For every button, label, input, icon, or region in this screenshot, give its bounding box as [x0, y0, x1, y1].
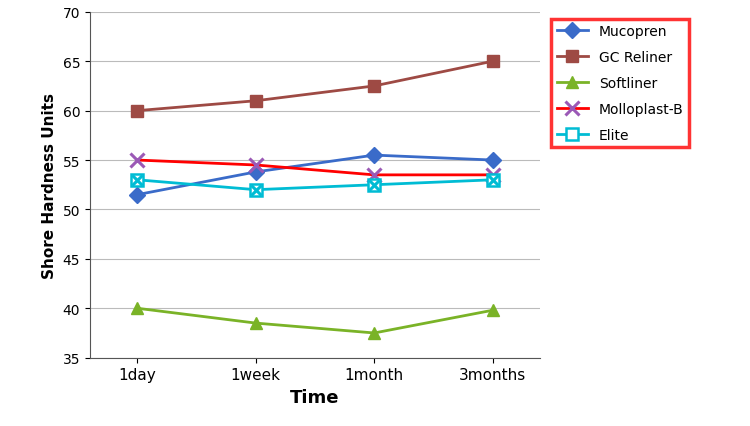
- Legend: Mucopren, GC Reliner, Softliner, Molloplast-B, Elite: Mucopren, GC Reliner, Softliner, Mollopl…: [551, 20, 689, 148]
- X-axis label: Time: Time: [290, 388, 340, 406]
- Y-axis label: Shore Hardness Units: Shore Hardness Units: [42, 92, 57, 278]
